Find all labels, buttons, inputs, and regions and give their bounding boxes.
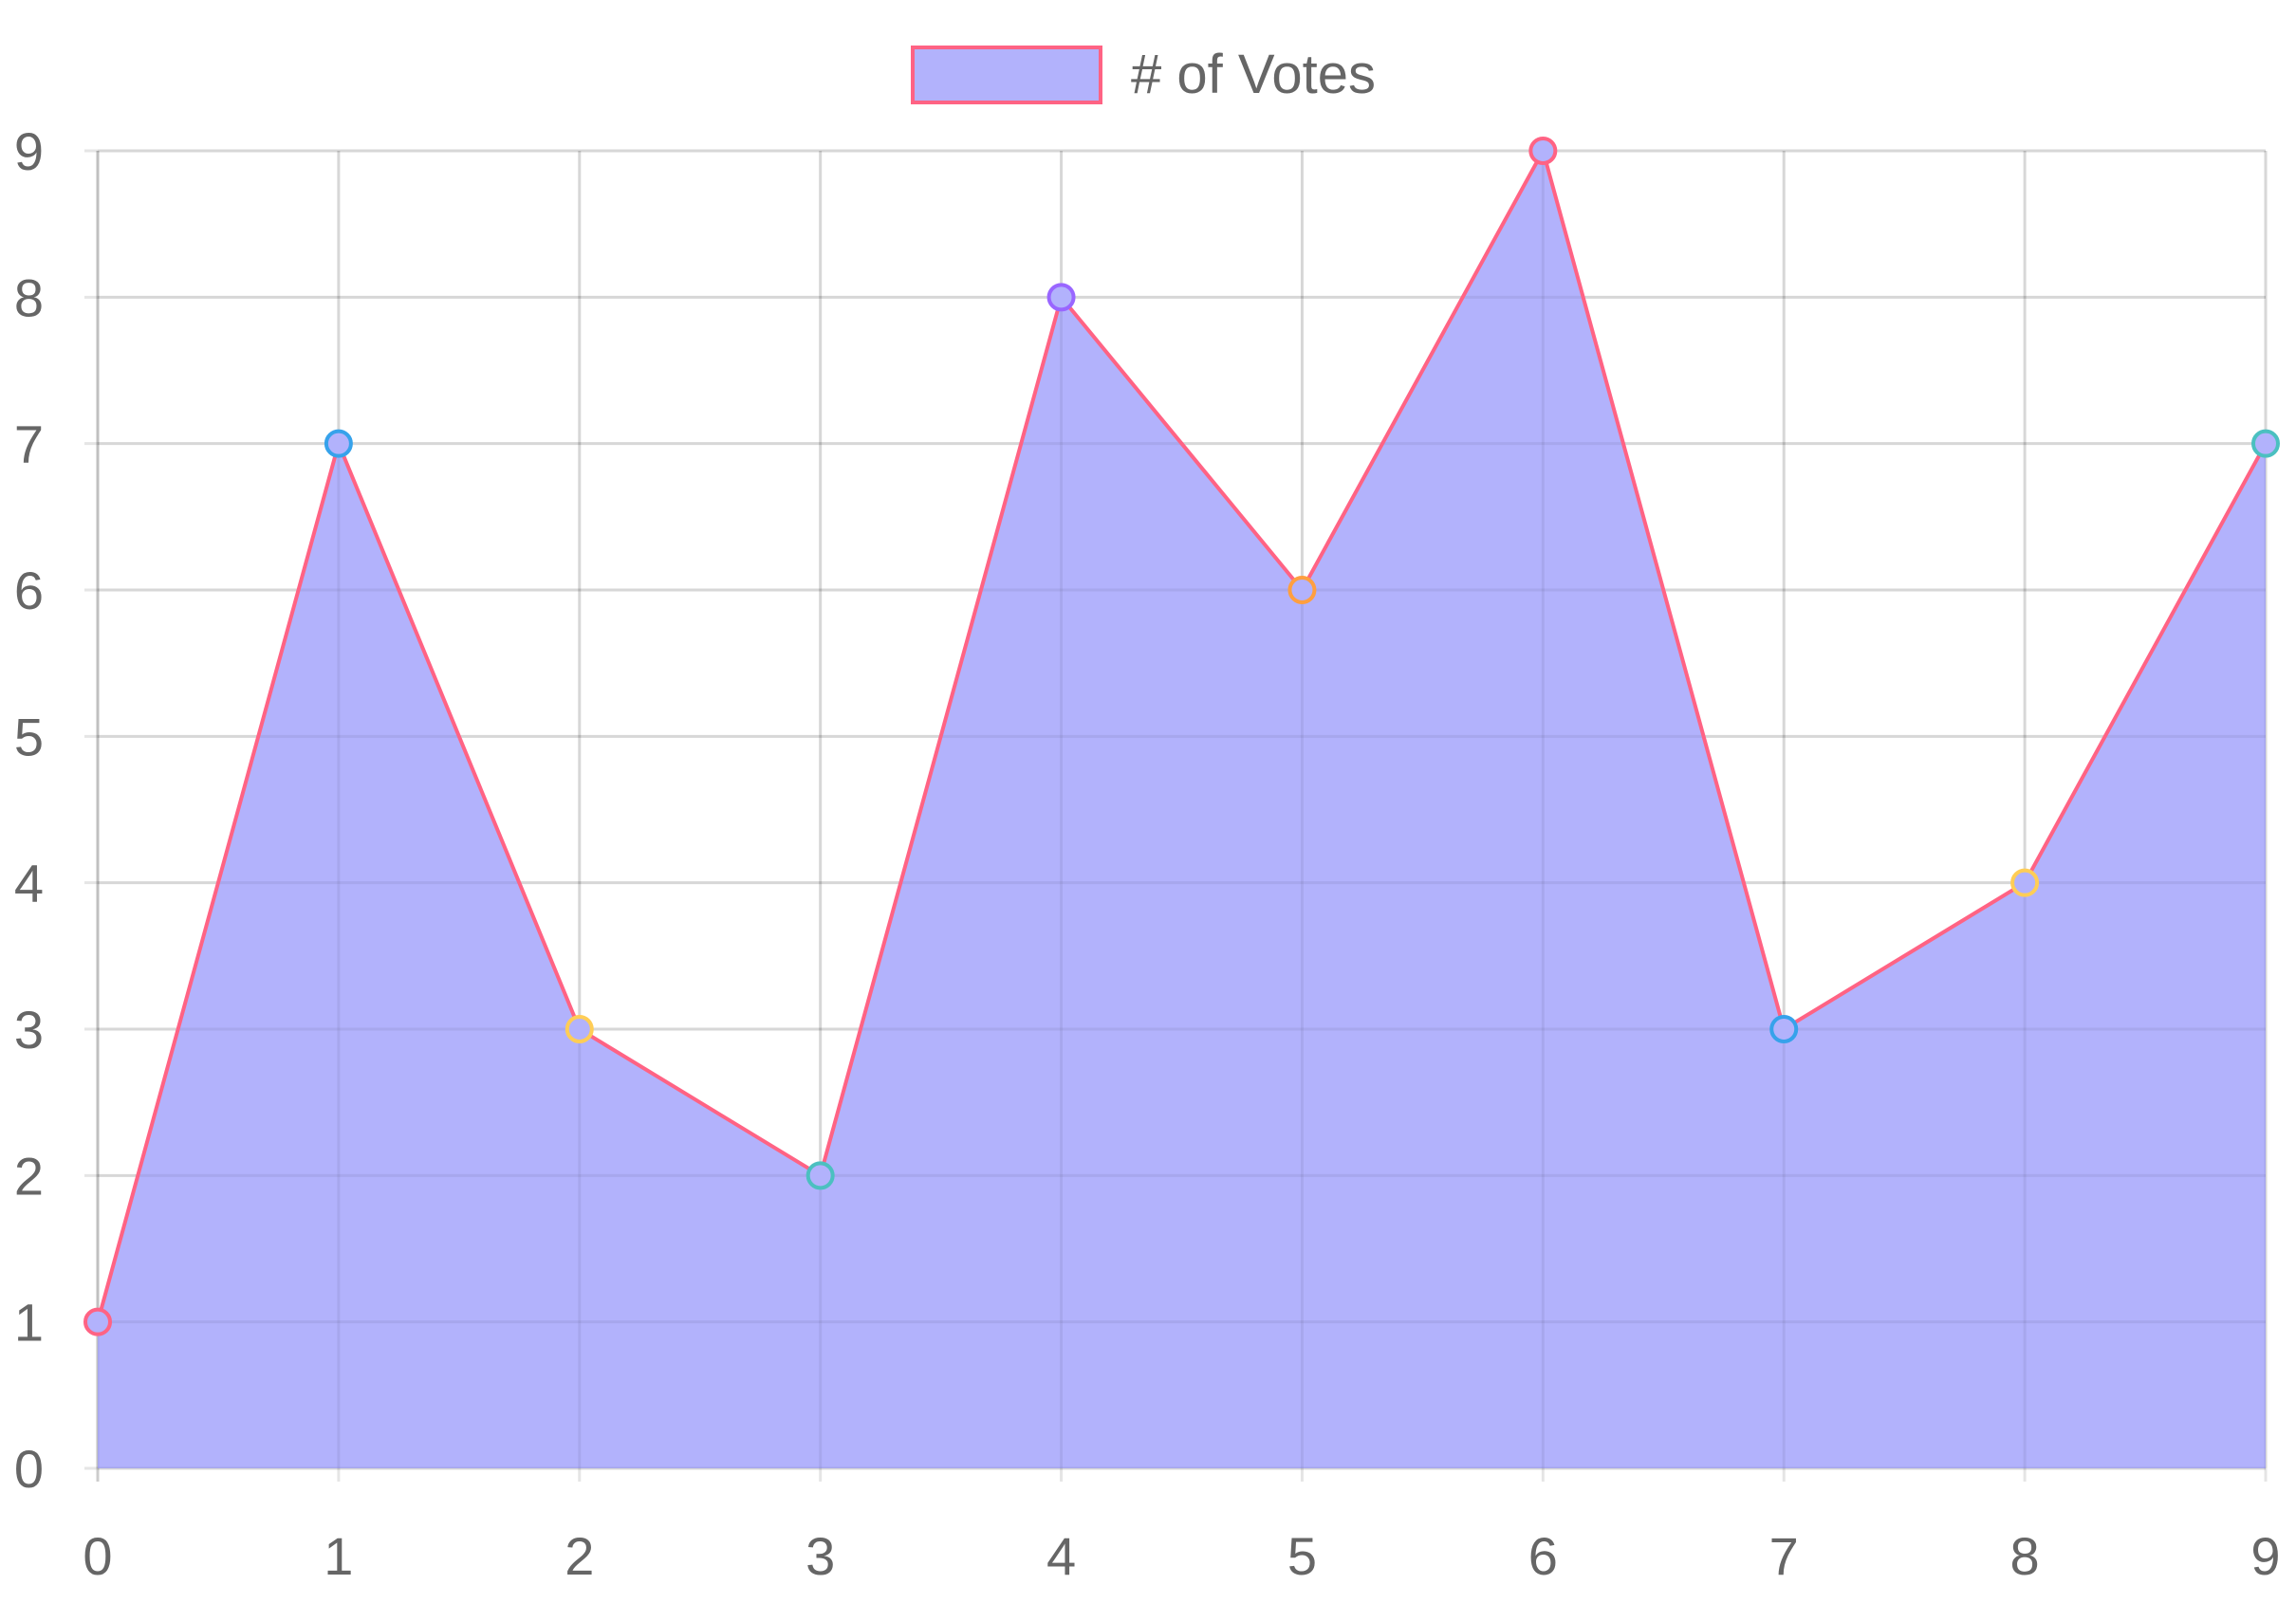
data-points xyxy=(83,137,2280,1336)
y-axis-ticks: 0 1 2 3 4 5 6 7 8 9 xyxy=(14,121,44,1499)
y-tick-label: 5 xyxy=(14,707,44,766)
x-tick-label: 8 xyxy=(2010,1526,2040,1586)
y-tick-label: 1 xyxy=(14,1293,44,1353)
y-tick-label: 6 xyxy=(14,561,44,620)
y-tick-label: 4 xyxy=(14,854,44,913)
data-point[interactable] xyxy=(2251,429,2280,458)
x-tick-label: 5 xyxy=(1287,1526,1317,1586)
x-tick-label: 0 xyxy=(83,1526,112,1586)
x-tick-label: 7 xyxy=(1769,1526,1799,1586)
legend-swatch[interactable] xyxy=(911,46,1102,104)
data-point[interactable] xyxy=(324,429,353,458)
x-tick-label: 1 xyxy=(324,1526,353,1586)
x-tick-label: 4 xyxy=(1046,1526,1076,1586)
x-tick-label: 9 xyxy=(2250,1526,2280,1586)
y-tick-label: 9 xyxy=(14,121,44,181)
series-line-path xyxy=(96,145,2268,1323)
data-point[interactable] xyxy=(1769,1015,1799,1043)
series-area xyxy=(96,149,2268,1470)
data-point[interactable] xyxy=(2010,868,2040,897)
data-point[interactable] xyxy=(1528,137,1558,165)
series-line xyxy=(96,145,2268,1323)
y-tick-label: 0 xyxy=(14,1439,44,1499)
x-axis-ticks: 0 1 2 3 4 5 6 7 8 9 xyxy=(83,1526,2280,1586)
x-tick-label: 2 xyxy=(565,1526,594,1586)
x-tick-label: 3 xyxy=(805,1526,835,1586)
y-tick-label: 3 xyxy=(14,1000,44,1059)
legend[interactable]: # of Votes xyxy=(911,44,1376,105)
data-point[interactable] xyxy=(83,1307,112,1336)
y-tick-label: 2 xyxy=(14,1146,44,1206)
x-tick-label: 6 xyxy=(1528,1526,1558,1586)
data-point[interactable] xyxy=(1287,576,1317,604)
data-point[interactable] xyxy=(1046,283,1076,312)
area-fill xyxy=(98,151,2266,1468)
y-tick-label: 8 xyxy=(14,267,44,327)
y-tick-label: 7 xyxy=(14,415,44,474)
data-point[interactable] xyxy=(805,1161,835,1190)
legend-label[interactable]: # of Votes xyxy=(1131,44,1376,105)
data-point[interactable] xyxy=(565,1015,594,1043)
